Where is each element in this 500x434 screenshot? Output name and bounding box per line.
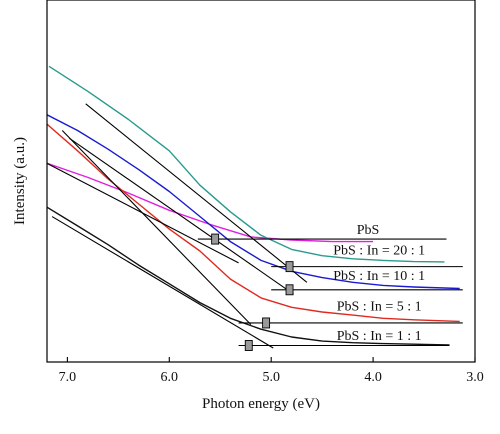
onset-marker-2 bbox=[285, 284, 294, 296]
baseline-lines bbox=[197, 238, 463, 347]
onset-marker-1 bbox=[285, 261, 294, 273]
series-label-4: PbS : In = 1 : 1 bbox=[337, 329, 422, 344]
onset-marker-0 bbox=[211, 233, 220, 245]
x-axis-label: Photon energy (eV) bbox=[202, 396, 320, 412]
y-axis-label: Intensity (a.u.) bbox=[12, 137, 28, 225]
tangent-line-1 bbox=[85, 103, 308, 283]
series-line-2 bbox=[47, 114, 460, 290]
tangent-line-4 bbox=[51, 216, 274, 349]
x-axis-ticks: 7.0 6.0 5.0 4.0 3.0 bbox=[59, 357, 484, 385]
onset-markers bbox=[211, 233, 294, 351]
tangent-line-2 bbox=[69, 137, 294, 295]
onset-marker-4 bbox=[244, 340, 253, 351]
series-label-0: PbS bbox=[357, 223, 380, 238]
series-line-1 bbox=[48, 65, 445, 263]
series-label-1: PbS : In = 20 : 1 bbox=[333, 244, 425, 259]
x-tick-label-1: 6.0 bbox=[161, 370, 179, 385]
series-line-3 bbox=[47, 123, 460, 323]
tangent-lines bbox=[47, 103, 308, 349]
tangent-line-3 bbox=[61, 130, 252, 325]
x-tick-label-0: 7.0 bbox=[59, 370, 77, 385]
plot-frame bbox=[46, 0, 476, 363]
x-tick-label-4: 3.0 bbox=[466, 370, 484, 385]
onset-marker-3 bbox=[262, 317, 271, 329]
series-label-2: PbS : In = 10 : 1 bbox=[333, 269, 425, 284]
x-tick-label-3: 4.0 bbox=[364, 370, 382, 385]
series-line-0 bbox=[47, 162, 374, 243]
series-label-3: PbS : In = 5 : 1 bbox=[337, 299, 422, 314]
series-labels: PbS PbS : In = 20 : 1 PbS : In = 10 : 1 PbS… bbox=[333, 223, 425, 344]
x-tick-label-2: 5.0 bbox=[262, 370, 280, 385]
series-line-4 bbox=[47, 206, 450, 346]
